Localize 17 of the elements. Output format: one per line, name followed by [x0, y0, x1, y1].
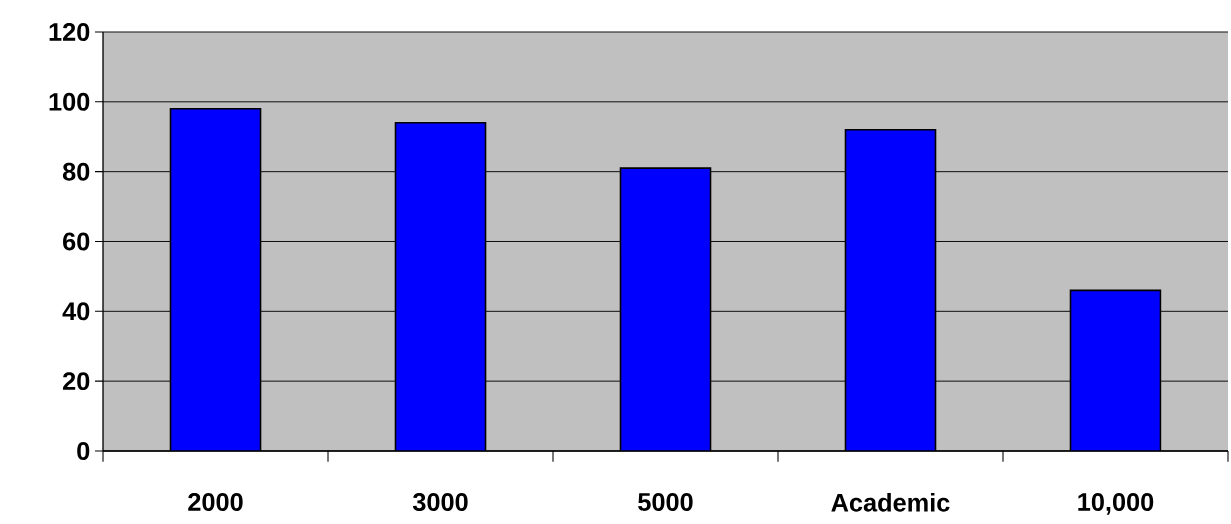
bar [1069, 289, 1162, 451]
bar [395, 122, 486, 451]
y-tick-label: 80 [62, 162, 90, 181]
bar [845, 129, 936, 451]
x-tick-label: 5000 [638, 493, 693, 511]
y-tick-label: 0 [77, 442, 90, 460]
y-tick-label: 60 [63, 232, 90, 251]
bar [620, 168, 711, 451]
y-tick-label: 120 [49, 23, 90, 41]
x-tick-label: 10,000 [1078, 493, 1154, 515]
y-tick-label: 100 [49, 92, 90, 111]
y-tick-label: 20 [63, 372, 90, 391]
x-tick-label: 3000 [412, 493, 468, 512]
x-tick-label: 2000 [188, 493, 243, 511]
y-tick-label: 40 [62, 302, 90, 321]
x-tick-label: Academic [831, 493, 950, 512]
bar [170, 108, 261, 451]
